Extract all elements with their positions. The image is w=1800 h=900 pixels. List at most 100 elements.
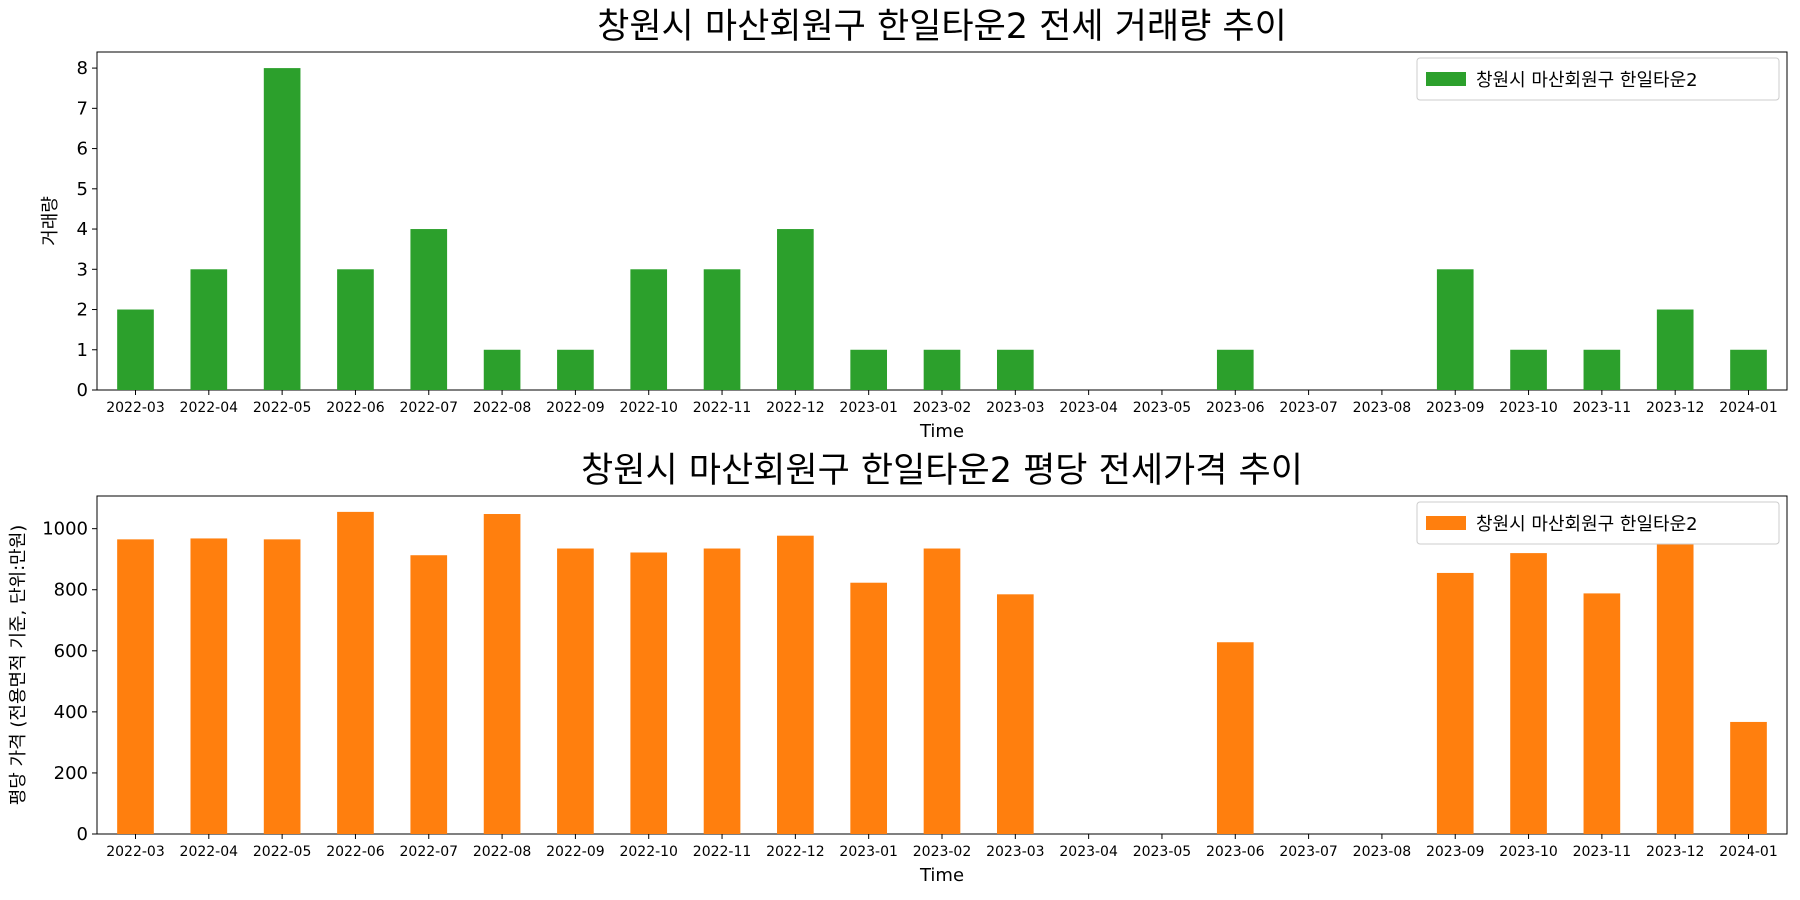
x-tick-label: 2022-08 — [473, 844, 532, 860]
x-tick-label: 2022-10 — [619, 844, 678, 860]
x-tick-label: 2022-11 — [693, 844, 752, 860]
bar-2022-10 — [630, 269, 668, 390]
y-tick-label: 200 — [54, 763, 88, 784]
y-tick-label: 5 — [77, 179, 88, 200]
bar-2023-11 — [1583, 349, 1621, 390]
bars — [117, 68, 1767, 390]
x-axis-label: Time — [919, 865, 964, 886]
bar-2023-03 — [996, 594, 1034, 834]
y-axis-ticks: 0 200 400 600 800 1000 — [42, 519, 97, 845]
legend: 창원시 마산회원구 한일타운2 — [1416, 57, 1780, 101]
x-tick-label: 2023-09 — [1426, 400, 1485, 416]
x-tick-label: 2023-06 — [1206, 844, 1265, 860]
y-tick-label: 4 — [77, 219, 88, 240]
x-tick-label: 2023-04 — [1059, 400, 1118, 416]
legend-swatch — [1426, 72, 1466, 86]
y-tick-label: 800 — [54, 580, 88, 601]
chart-title: 창원시 마산회원구 한일타운2 전세 거래량 추이 — [597, 7, 1287, 47]
x-tick-label: 2023-02 — [913, 400, 972, 416]
x-tick-label: 2023-10 — [1499, 844, 1558, 860]
x-tick-label: 2022-04 — [180, 400, 239, 416]
legend-box — [1416, 57, 1780, 101]
y-tick-label: 8 — [77, 58, 88, 79]
legend-label: 창원시 마산회원구 한일타운2 — [1476, 70, 1698, 91]
bar-2022-11 — [703, 548, 741, 834]
y-tick-label: 600 — [54, 641, 88, 662]
bar-2022-05 — [263, 539, 301, 834]
x-axis-ticks: 2022-03 2022-04 2022-05 2022-06 2022-07 2022-… — [106, 834, 1778, 860]
legend: 창원시 마산회원구 한일타운2 — [1416, 501, 1780, 545]
bar-2022-08 — [483, 514, 521, 834]
bars — [117, 511, 1767, 834]
bar-2022-12 — [777, 535, 814, 834]
x-tick-label: 2022-07 — [400, 400, 459, 416]
x-tick-label: 2023-06 — [1206, 400, 1265, 416]
x-tick-label: 2023-07 — [1279, 400, 1338, 416]
bar-2023-01 — [850, 582, 888, 834]
x-tick-label: 2023-07 — [1279, 844, 1338, 860]
bar-2022-12 — [777, 229, 814, 390]
x-axis-ticks: 2022-03 2022-04 2022-05 2022-06 2022-07 2022-… — [106, 390, 1778, 416]
y-tick-label: 0 — [77, 824, 88, 845]
y-tick-label: 400 — [54, 702, 88, 723]
x-tick-label: 2023-05 — [1133, 844, 1192, 860]
bar-2022-04 — [190, 269, 228, 390]
legend-swatch — [1426, 516, 1466, 530]
bar-2022-06 — [337, 511, 374, 834]
bar-2022-09 — [557, 548, 594, 834]
bar-2022-07 — [410, 229, 448, 390]
y-tick-label: 6 — [77, 139, 88, 160]
x-tick-label: 2022-07 — [400, 844, 459, 860]
x-tick-label: 2022-03 — [106, 844, 165, 860]
x-axis-label: Time — [919, 421, 964, 442]
x-tick-label: 2022-06 — [326, 844, 385, 860]
y-tick-label: 7 — [77, 98, 88, 119]
bar-2024-01 — [1730, 721, 1767, 834]
bar-2023-10 — [1510, 349, 1547, 390]
y-axis-label: 평당 가격 (전용면적 기준, 단위:만원) — [8, 525, 29, 806]
x-tick-label: 2022-08 — [473, 400, 532, 416]
bar-2023-10 — [1510, 553, 1547, 834]
bar-2023-03 — [996, 349, 1034, 390]
legend-label: 창원시 마산회원구 한일타운2 — [1476, 514, 1698, 535]
volume-chart: 창원시 마산회원구 한일타운2 전세 거래량 추이 2022-03 2022-04… — [40, 7, 1788, 442]
x-tick-label: 2024-01 — [1719, 844, 1778, 860]
x-tick-label: 2023-10 — [1499, 400, 1558, 416]
x-tick-label: 2023-11 — [1573, 400, 1632, 416]
price-chart: 창원시 마산회원구 한일타운2 평당 전세가격 추이 2022-03 2022-0… — [8, 451, 1788, 886]
bar-2023-02 — [923, 548, 961, 834]
x-tick-label: 2023-08 — [1353, 844, 1412, 860]
bar-2023-06 — [1216, 349, 1254, 390]
bar-2022-11 — [703, 269, 741, 390]
bar-2023-09 — [1436, 572, 1474, 834]
bar-2022-08 — [483, 349, 521, 390]
x-tick-label: 2024-01 — [1719, 400, 1778, 416]
bar-2022-03 — [117, 309, 154, 390]
x-tick-label: 2023-11 — [1573, 844, 1632, 860]
y-tick-label: 2 — [77, 300, 88, 321]
x-tick-label: 2023-12 — [1646, 844, 1705, 860]
bar-2023-02 — [923, 349, 961, 390]
y-tick-label: 1000 — [42, 519, 88, 540]
bar-2023-11 — [1583, 593, 1621, 834]
x-tick-label: 2022-12 — [766, 844, 825, 860]
bar-2022-09 — [557, 349, 594, 390]
y-tick-label: 3 — [77, 259, 88, 280]
x-tick-label: 2022-05 — [253, 400, 312, 416]
x-tick-label: 2022-03 — [106, 400, 165, 416]
bar-2022-05 — [263, 68, 301, 390]
x-tick-label: 2022-10 — [619, 400, 678, 416]
x-tick-label: 2023-02 — [913, 844, 972, 860]
bar-2022-04 — [190, 538, 228, 834]
bar-2024-01 — [1730, 349, 1767, 390]
x-tick-label: 2023-01 — [839, 844, 898, 860]
y-axis-label: 거래량 — [40, 196, 61, 246]
x-tick-label: 2023-03 — [986, 844, 1045, 860]
x-tick-label: 2022-12 — [766, 400, 825, 416]
x-tick-label: 2023-01 — [839, 400, 898, 416]
bar-2022-03 — [117, 539, 154, 834]
bar-2022-10 — [630, 552, 668, 834]
x-tick-label: 2023-03 — [986, 400, 1045, 416]
y-tick-label: 0 — [77, 380, 88, 401]
